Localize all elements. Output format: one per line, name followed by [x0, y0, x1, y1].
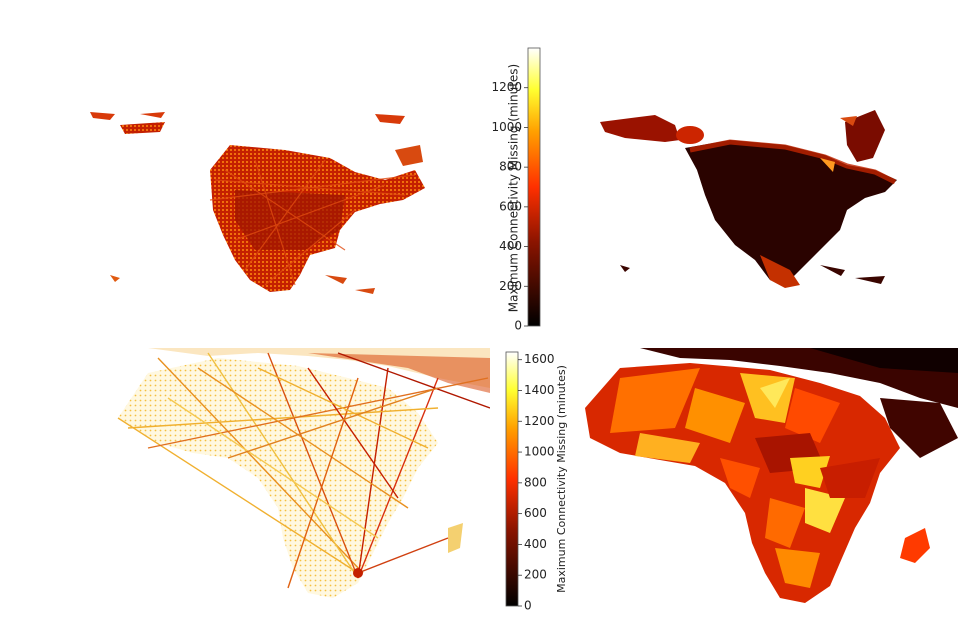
alaska-shape: [600, 115, 680, 142]
map-africa-surface: [580, 348, 958, 610]
map-north-america-surface: [585, 100, 915, 295]
colorbar-tick-label: 1400: [524, 383, 555, 397]
colorbar-tick-label: 1000: [524, 445, 555, 459]
colorbar-top-label: Maximum Connectivity Missing (minutes): [507, 64, 521, 312]
colorbar-tick-label: 200: [524, 568, 547, 582]
colorbar-tick-label: 200: [499, 279, 522, 293]
colorbar-tick-label: 1200: [491, 80, 522, 94]
colorbar-top: Maximum Connectivity Missing (minutes) 0…: [491, 46, 578, 333]
colorbar-tick-label: 600: [499, 199, 522, 213]
greenland-shape: [845, 110, 885, 162]
map-africa-routes: [108, 348, 490, 610]
colorbar-top-gradient: [527, 47, 541, 327]
colorbar-bottom-label: Maximum Connectivity Missing (minutes): [555, 365, 568, 593]
arctic-islands-shape: [90, 112, 405, 124]
colorbar-bottom-gradient: [505, 351, 519, 607]
map-north-america-routes: [85, 100, 450, 300]
colorbar-tick-label: 1600: [524, 352, 555, 366]
north-america-shape: [685, 140, 897, 285]
africa-shape: [118, 358, 438, 598]
colorbar-tick-label: 600: [524, 506, 547, 520]
greenland-shape: [395, 145, 423, 166]
colorbar-tick-label: 1000: [491, 120, 522, 134]
colorbar-tick-label: 800: [524, 475, 547, 489]
colorbar-tick-label: 1200: [524, 414, 555, 428]
colorbar-bottom: 0 200 400 600 800 1000 1200 1400 1600 Maximum Co…: [500, 350, 580, 613]
colorbar-tick-label: 0: [524, 599, 532, 613]
colorbar-tick-label: 400: [499, 239, 522, 253]
colorbar-tick-label: 800: [499, 160, 522, 174]
alaska-shape: [120, 122, 165, 134]
colorbar-tick-label: 400: [524, 537, 547, 551]
colorbar-tick-label: 0: [514, 319, 522, 333]
